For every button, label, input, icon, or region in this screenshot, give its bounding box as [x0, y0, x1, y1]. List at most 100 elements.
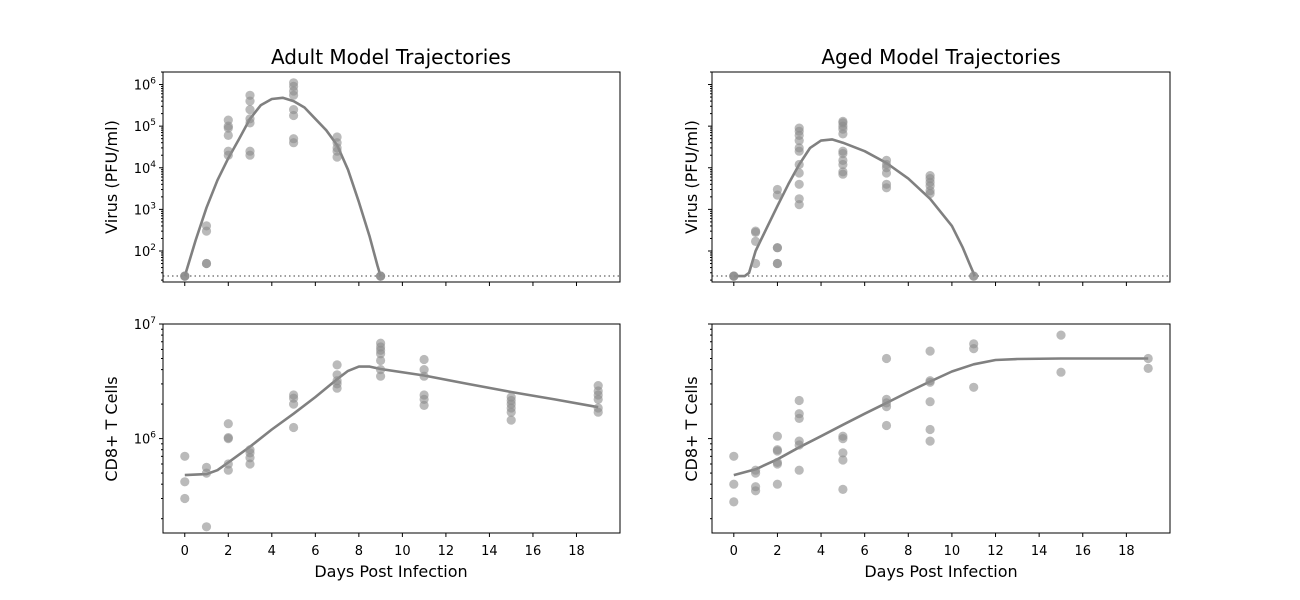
data-point — [969, 344, 979, 354]
data-point — [925, 424, 935, 435]
data-point — [332, 132, 342, 142]
data-point — [419, 365, 429, 375]
data-point — [838, 455, 848, 465]
x-axis-label: Days Post Infection — [864, 562, 1017, 581]
y-tick-label: 102 — [134, 243, 156, 260]
panel-title: Aged Model Trajectories — [821, 45, 1060, 69]
x-tick-label: 4 — [817, 544, 825, 559]
data-point — [794, 168, 804, 178]
data-point — [729, 479, 739, 489]
data-point — [881, 179, 892, 189]
data-point — [332, 360, 342, 370]
data-point — [729, 271, 739, 281]
data-point — [794, 465, 804, 475]
x-tick-label: 12 — [438, 544, 455, 559]
data-point — [593, 407, 603, 417]
data-point — [925, 171, 935, 181]
data-point — [245, 146, 255, 156]
data-point — [376, 365, 386, 375]
x-tick-label: 6 — [311, 544, 319, 559]
data-point — [772, 431, 783, 441]
y-tick-label: 107 — [134, 316, 156, 333]
data-point — [751, 227, 761, 237]
data-point — [794, 440, 804, 450]
x-tick-label: 14 — [481, 544, 498, 559]
y-tick-label: 105 — [134, 118, 156, 135]
x-tick-label: 16 — [525, 544, 542, 559]
x-axis-label: Days Post Infection — [314, 562, 467, 581]
data-point — [969, 271, 979, 281]
data-point — [838, 146, 848, 156]
panel-title: Adult Model Trajectories — [271, 45, 511, 69]
data-point — [969, 382, 979, 392]
y-tick-label: 103 — [134, 201, 156, 218]
data-point — [593, 394, 603, 404]
data-point — [376, 371, 386, 381]
x-tick-label: 2 — [773, 544, 781, 559]
data-point — [925, 377, 935, 387]
plot-frame — [162, 71, 621, 283]
x-tick-label: 12 — [987, 544, 1004, 559]
data-point — [223, 434, 233, 444]
data-point — [794, 159, 804, 170]
data-point — [772, 184, 783, 195]
data-point — [201, 468, 212, 478]
data-point — [180, 271, 190, 281]
data-point — [180, 477, 190, 487]
x-tick-label: 10 — [944, 544, 961, 559]
data-point — [881, 420, 892, 431]
data-point — [881, 402, 892, 412]
data-point — [881, 155, 892, 165]
plot-frame — [162, 323, 621, 534]
panel-adult-cd8: CD8+ T Cells Days Post Infection 0 2 4 6 8 10… — [102, 316, 621, 581]
panel-adult-virus: Adult Model Trajectories Virus (PFU/ml) … — [102, 45, 621, 286]
x-tick-label: 0 — [181, 544, 189, 559]
x-tick-label: 0 — [730, 544, 738, 559]
data-point — [1143, 363, 1153, 373]
data-point — [772, 243, 783, 253]
x-tick-label: 16 — [1074, 544, 1091, 559]
data-point — [223, 419, 233, 429]
data-point — [180, 493, 190, 504]
panel-aged-virus: Aged Model Trajectories Virus (PFU/ml) — [682, 45, 1171, 286]
data-point — [751, 236, 761, 246]
data-point — [1056, 330, 1066, 340]
data-point — [794, 395, 804, 406]
plot-frame — [711, 323, 1171, 534]
data-point — [201, 522, 212, 532]
data-point — [794, 179, 804, 189]
data-point — [772, 479, 783, 489]
data-point — [419, 371, 429, 381]
data-point — [751, 486, 761, 496]
model-curve — [733, 357, 1149, 477]
data-point — [794, 123, 804, 133]
x-tick-label: 6 — [861, 544, 869, 559]
data-point — [1056, 367, 1066, 377]
data-point — [289, 422, 299, 433]
data-point — [289, 105, 299, 115]
data-point — [245, 105, 255, 115]
data-point — [289, 399, 299, 409]
data-point — [794, 143, 804, 153]
data-point — [794, 194, 804, 204]
y-axis-label: CD8+ T Cells — [682, 376, 701, 481]
data-point — [881, 353, 892, 364]
data-point — [751, 258, 761, 269]
data-point — [729, 451, 739, 461]
data-point — [419, 400, 429, 410]
data-point — [376, 349, 386, 359]
data-point — [223, 465, 233, 475]
data-point — [201, 226, 212, 236]
y-tick-label: 106 — [134, 77, 157, 94]
x-tick-label: 18 — [1118, 544, 1135, 559]
data-point — [419, 354, 429, 365]
data-point — [376, 355, 386, 366]
data-point — [838, 167, 848, 177]
y-tick-label: 104 — [134, 160, 157, 177]
data-point — [1143, 353, 1153, 364]
x-tick-label: 8 — [904, 544, 912, 559]
data-point — [838, 434, 848, 444]
data-point — [751, 468, 761, 478]
data-point — [506, 415, 516, 425]
